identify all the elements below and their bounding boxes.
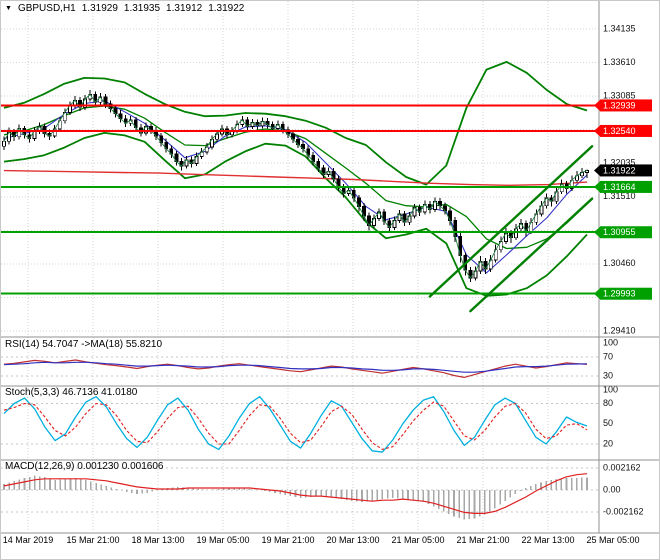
rsi-label: RSI(14) 54.7047 ->MA(18) 55.8210 xyxy=(5,339,163,350)
stoch-k-line xyxy=(3,396,588,453)
rsi-ma-line xyxy=(3,361,588,373)
price-axis-label: 1.33610 xyxy=(603,57,636,67)
bollinger-upper-band xyxy=(3,61,588,186)
trend-line xyxy=(469,197,594,313)
indicator-axis-label: 80 xyxy=(603,398,613,408)
price-axis-label: 1.32035 xyxy=(603,158,636,168)
indicator-axis-label: -0.002162 xyxy=(603,506,644,516)
price-tag-text: 1.32540 xyxy=(603,126,636,136)
time-axis-label: 19 Mar 21:00 xyxy=(261,535,315,545)
indicator-axis-label: 100 xyxy=(603,384,618,394)
price-tag xyxy=(594,181,600,193)
ma-red-line xyxy=(3,169,588,187)
price-tag xyxy=(600,164,652,177)
indicator-axis-label: 20 xyxy=(603,438,613,448)
price-axis-label: 1.30460 xyxy=(603,258,636,268)
price-axis[interactable] xyxy=(599,1,659,533)
indicator-axis-label: 30 xyxy=(603,370,613,380)
chart-title: ▼ GBPUSD,H1 1.31929 1.31935 1.31912 1.31… xyxy=(5,3,244,14)
price-tag xyxy=(600,99,652,112)
price-tag xyxy=(594,164,600,176)
indicator-axis-label: 100 xyxy=(603,337,618,347)
indicator-axis-label: 0.002162 xyxy=(603,462,641,472)
time-axis-label: 20 Mar 13:00 xyxy=(326,535,380,545)
ohlc-open: 1.31929 xyxy=(81,3,118,14)
price-tag-text: 1.31664 xyxy=(603,182,636,192)
ma-fast-line xyxy=(3,94,588,279)
rsi-pane[interactable] xyxy=(1,338,599,385)
indicator-axis-label: 0.00 xyxy=(603,484,621,494)
trend-line xyxy=(428,145,594,298)
time-axis-label: 18 Mar 13:00 xyxy=(131,535,185,545)
indicator-axis-label: 50 xyxy=(603,418,613,428)
time-axis-label: 15 Mar 21:00 xyxy=(66,535,120,545)
time-axis-label: 19 Mar 05:00 xyxy=(196,535,250,545)
stoch-label: Stoch(5,3,3) 46.7136 41.0180 xyxy=(5,387,138,398)
price-tag-text: 1.31922 xyxy=(603,165,636,175)
indicator-axis-label: 70 xyxy=(603,352,613,362)
price-tag xyxy=(600,180,652,193)
time-axis[interactable]: 14 Mar 2019 15 Mar 21:00 18 Mar 13:00 19 Ma… xyxy=(1,533,659,559)
time-axis-label: 14 Mar 2019 xyxy=(2,535,54,545)
macd-label: MACD(12,26,9) 0.001230 0.001606 xyxy=(5,461,164,472)
stoch-d-line xyxy=(3,401,588,450)
ohlc-high: 1.31935 xyxy=(123,3,161,14)
price-tag xyxy=(594,125,600,137)
price-tag-text: 1.32939 xyxy=(603,100,636,110)
price-tag xyxy=(600,287,652,300)
time-axis-label: 21 Mar 05:00 xyxy=(391,535,445,545)
time-axis-label: 25 Mar 05:00 xyxy=(586,535,640,545)
bollinger-lower-band xyxy=(3,131,588,297)
macd-pane[interactable] xyxy=(1,460,599,533)
time-axis-label: 22 Mar 13:00 xyxy=(521,535,575,545)
chart-title-symbol: GBPUSD,H1 xyxy=(17,3,76,14)
price-tag xyxy=(594,226,600,238)
price-tag-text: 1.29993 xyxy=(603,289,636,299)
price-axis-label: 1.29410 xyxy=(603,325,636,335)
price-tag xyxy=(600,226,652,239)
price-tag xyxy=(594,99,600,111)
price-axis-label: 1.34135 xyxy=(603,23,636,33)
price-tag-text: 1.30955 xyxy=(603,227,636,237)
price-tag xyxy=(600,124,652,137)
ohlc-low: 1.31912 xyxy=(166,3,203,14)
macd-signal-line xyxy=(3,473,588,515)
main-chart-pane[interactable] xyxy=(1,1,599,337)
stoch-pane[interactable] xyxy=(1,386,599,459)
price-axis-label: 1.31510 xyxy=(603,191,636,201)
chart-dropdown-icon[interactable]: ▼ xyxy=(5,4,12,12)
price-tag xyxy=(594,288,600,300)
time-axis-label: 21 Mar 21:00 xyxy=(456,535,510,545)
ohlc-close: 1.31922 xyxy=(208,3,245,14)
price-axis-label: 1.33085 xyxy=(603,90,636,100)
